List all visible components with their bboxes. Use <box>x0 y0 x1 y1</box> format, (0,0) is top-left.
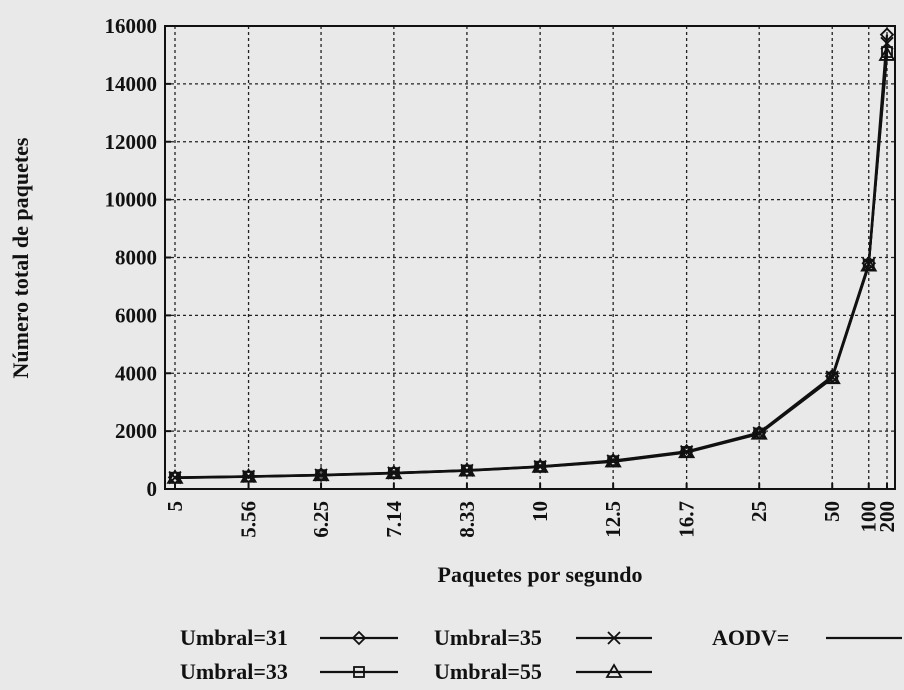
legend-marker-diamond <box>351 630 367 646</box>
legend-label: Umbral=31 <box>180 625 288 650</box>
y-tick-label: 8000 <box>115 246 157 270</box>
x-tick-label: 12.5 <box>601 501 625 538</box>
x-tick-label: 7.14 <box>382 501 406 538</box>
y-axis: 0 2000 4000 6000 8000 10000 12000 14000 16000 <box>105 14 171 501</box>
data-point-triangle <box>823 369 841 385</box>
x-tick-label: 6.25 <box>309 501 333 538</box>
series-line <box>174 43 889 479</box>
y-tick-label: 16000 <box>105 14 158 38</box>
x-tick-label: 5 <box>163 501 187 512</box>
y-tick-label: 14000 <box>105 72 158 96</box>
y-axis-label: Número total de paquetes <box>8 137 33 378</box>
y-tick-label: 2000 <box>115 419 157 443</box>
legend-label: Umbral=55 <box>434 659 542 684</box>
data-point-triangle <box>750 424 768 440</box>
x-axis-label: Paquetes por segundo <box>438 562 643 587</box>
series-triangle <box>166 46 896 484</box>
legend-marker-square <box>353 666 365 678</box>
y-tick-label: 6000 <box>115 303 157 327</box>
legend-marker-triangle <box>605 663 623 678</box>
legend-item: Umbral=31 <box>180 625 398 650</box>
grid <box>165 26 895 489</box>
series-none <box>174 49 889 480</box>
series-line <box>174 51 889 479</box>
x-tick-label: 10 <box>528 501 552 522</box>
legend-item: AODV= <box>712 625 902 650</box>
y-tick-label: 10000 <box>105 188 158 212</box>
legend-item: Umbral=35 <box>434 625 652 650</box>
y-tick-label: 12000 <box>105 130 158 154</box>
series-line <box>174 49 889 480</box>
data-point-x <box>880 36 894 50</box>
data-point-diamond <box>879 27 895 42</box>
legend-item: Umbral=33 <box>180 659 398 684</box>
series-line <box>174 34 889 479</box>
y-tick-label: 4000 <box>115 361 157 385</box>
legend-label: Umbral=35 <box>434 625 542 650</box>
y-tick-label: 0 <box>147 477 158 501</box>
x-tick-label: 100 <box>857 501 881 533</box>
legend: Umbral=31 Umbral=33 Umbral=35 Umbral=55 AODV… <box>180 625 902 684</box>
series-group <box>166 27 896 485</box>
series-x <box>168 36 894 485</box>
x-tick-label: 5.56 <box>237 501 261 538</box>
x-tick-label: 50 <box>820 501 844 522</box>
legend-marker-x <box>607 631 621 645</box>
legend-item: Umbral=55 <box>434 659 652 684</box>
x-tick-label: 200 <box>875 501 899 533</box>
legend-label: Umbral=33 <box>180 659 288 684</box>
x-tick-label: 16.7 <box>675 501 699 538</box>
series-line <box>174 54 889 479</box>
x-tick-label: 25 <box>747 501 771 522</box>
data-point-triangle <box>860 256 878 272</box>
legend-label: AODV= <box>712 625 789 650</box>
x-tick-label: 8.33 <box>455 501 479 538</box>
series-square <box>169 46 893 484</box>
